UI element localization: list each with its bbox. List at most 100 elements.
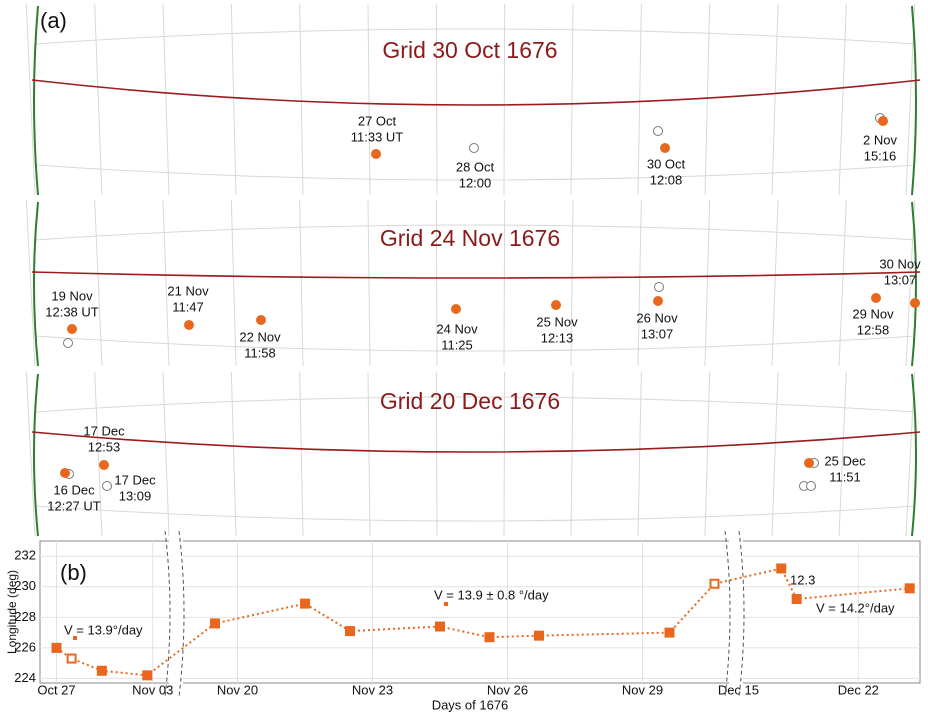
grid-line	[34, 505, 916, 522]
obs-date: 2 Nov	[863, 132, 897, 147]
annotation-marker	[444, 602, 448, 606]
grid-line	[570, 371, 574, 537]
data-point	[791, 594, 802, 605]
ecliptic	[31, 431, 921, 453]
obs-date: 16 Dec	[53, 482, 95, 497]
grid-line	[771, 371, 779, 537]
obs-time: 12:00	[459, 175, 492, 190]
grid-line	[570, 3, 574, 196]
data-point	[435, 621, 445, 632]
grid-line	[230, 371, 237, 537]
x-tick-label: Nov 20	[217, 682, 258, 697]
panel-label: (a)	[40, 8, 67, 33]
obs-date: 25 Dec	[824, 453, 866, 468]
grid-line	[162, 371, 170, 537]
obs-time: 11:25	[441, 337, 473, 352]
grid-line	[34, 335, 916, 352]
computed-position	[654, 282, 664, 292]
grid-line	[570, 199, 574, 367]
obs-time: 11:33 UT	[351, 129, 404, 144]
line	[55, 567, 910, 677]
obs-date: 29 Nov	[852, 306, 894, 321]
grid-edge	[33, 201, 39, 367]
grid-line	[230, 3, 237, 196]
grid-line	[838, 3, 847, 196]
grid-line	[771, 3, 779, 196]
observed-position	[451, 304, 461, 314]
grid-line	[435, 3, 438, 196]
grid-line	[25, 371, 36, 537]
data-point	[664, 627, 675, 638]
obs-time: 11:58	[244, 345, 276, 360]
grid-line	[367, 3, 371, 196]
panel-label: (b)	[60, 560, 87, 585]
grid-line	[704, 199, 711, 367]
panel-title: Grid 20 Dec 1676	[380, 388, 560, 414]
obs-time: 15:16	[864, 148, 897, 163]
data-point	[96, 665, 107, 676]
grid-line	[299, 199, 304, 367]
obs-date: 22 Nov	[239, 329, 281, 344]
ecliptic	[31, 79, 921, 106]
y-tick-label: 228	[14, 609, 36, 624]
obs-date: 17 Dec	[114, 472, 156, 487]
obs-date: 24 Nov	[436, 321, 478, 336]
plot-frame	[39, 540, 921, 684]
y-tick-label: 230	[14, 578, 36, 593]
obs-date: 25 Nov	[536, 314, 578, 329]
grid-line	[34, 164, 916, 181]
obs-time: 12:58	[857, 322, 890, 337]
data-point	[709, 578, 720, 589]
observed-position	[60, 468, 70, 478]
data-point	[345, 626, 355, 637]
data-point	[51, 642, 62, 653]
obs-date: 30 Nov	[879, 256, 921, 271]
x-tick-label: Dec 22	[838, 682, 879, 697]
observed-position	[910, 298, 920, 308]
grid-line	[94, 199, 103, 367]
observed-position	[551, 300, 561, 310]
obs-date: 26 Nov	[636, 310, 678, 325]
observed-position	[871, 293, 881, 303]
grid-edge	[911, 5, 917, 196]
grid-line	[299, 3, 304, 196]
grid-line	[34, 224, 916, 241]
grid-line	[367, 199, 371, 367]
axis-break	[169, 540, 183, 684]
obs-time: 12:27 UT	[47, 498, 101, 513]
obs-time: 12:38 UT	[45, 304, 99, 319]
obs-date: 19 Nov	[51, 288, 93, 303]
x-tick-label: Nov 26	[487, 682, 528, 697]
observed-position	[99, 460, 109, 470]
panel-title: Grid 24 Nov 1676	[380, 225, 560, 251]
x-tick-label: Nov 03	[132, 682, 173, 697]
grid-edge	[33, 373, 39, 537]
data-point	[210, 618, 220, 629]
x-tick-label: Nov 23	[352, 682, 393, 697]
grid-edge	[33, 5, 39, 196]
obs-time: 13:07	[884, 272, 917, 287]
grid-line	[704, 3, 711, 196]
grid-line	[503, 3, 506, 196]
y-tick-label: 226	[14, 639, 36, 654]
y-tick-label: 232	[14, 548, 36, 563]
computed-position	[469, 143, 479, 153]
y-tick-label: 224	[14, 670, 36, 685]
computed-position	[653, 126, 663, 136]
obs-time: 13:07	[641, 326, 674, 341]
grid-line	[704, 371, 711, 537]
data-point	[904, 583, 915, 594]
grid-line	[94, 3, 103, 196]
obs-time: 12:08	[650, 172, 683, 187]
obs-date: 28 Oct	[456, 159, 495, 174]
axis-break	[729, 540, 743, 684]
computed-position	[63, 338, 73, 348]
x-tick-label: Nov 29	[622, 682, 663, 697]
obs-time: 11:47	[172, 299, 204, 314]
grid-line	[435, 199, 438, 367]
data-point	[776, 563, 787, 574]
grid-line	[299, 371, 304, 537]
data-point	[484, 632, 495, 643]
